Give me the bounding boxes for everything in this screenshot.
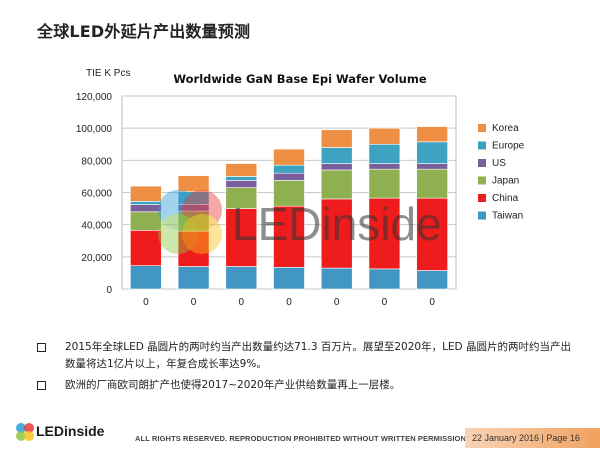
bar-segment-europe (273, 164, 305, 174)
bar-segment-korea (177, 175, 210, 192)
bar-segment-china (177, 230, 210, 267)
legend-swatch (478, 141, 486, 150)
bar-segment-japan (368, 168, 401, 199)
bar-segment-china (273, 205, 305, 268)
legend-swatch (478, 176, 486, 185)
slide-title: 全球LED外延片产出数量预测 (37, 22, 251, 41)
footer-date-bar (465, 428, 600, 448)
bar-segment-korea (273, 148, 305, 166)
y-tick-label: 120,000 (76, 92, 113, 103)
watermark-logo-circle (182, 190, 222, 230)
bar-segment-us (225, 180, 258, 188)
legend-swatch (478, 124, 486, 132)
bar-segment-korea (368, 127, 401, 145)
legend-label: Taiwan (492, 211, 523, 222)
bar-segment-taiwan (130, 265, 162, 290)
bar-segment-taiwan (225, 266, 258, 290)
legend-swatch (478, 211, 486, 220)
footer-date-page: 22 January 2016 | Page 16 (472, 433, 580, 443)
bar-segment-taiwan (273, 266, 305, 290)
bar-segment-taiwan (320, 267, 353, 290)
bar-segment-korea (225, 163, 258, 177)
watermark-logo-circle (158, 190, 198, 230)
bar-segment-us (273, 172, 305, 181)
watermark-logo-circle (182, 214, 222, 254)
bullet-text: 2015年全球LED 晶圆片的两吋约当产出数量约达71.3 百万片。展望至202… (65, 341, 571, 370)
bar-segment-japan (273, 180, 305, 207)
chart-title: Worldwide GaN Base Epi Wafer Volume (173, 72, 427, 86)
watermark-logo-circle (158, 214, 198, 254)
x-tick-label: 0 (334, 297, 340, 308)
x-tick-label: 0 (286, 297, 292, 308)
y-axis-unit-label: TIE K Pcs (86, 68, 131, 79)
legend-swatch (478, 194, 486, 202)
bar-segment-us (130, 204, 162, 213)
bar-segment-japan (130, 211, 162, 231)
stacked-bar-chart: 0 20,000 40,000 60,000 80,000 100,000 120,000 0… (76, 92, 525, 308)
bar-segment-china (130, 229, 162, 266)
footer-rights-text: ALL RIGHTS RESERVED. REPRODUCTION PROHIB… (135, 434, 469, 443)
bar-segment-europe (225, 176, 258, 181)
bar-segment-korea (320, 129, 353, 148)
ledinside-logo-icon (16, 423, 34, 441)
x-tick-label: 0 (239, 297, 245, 308)
y-tick-label: 60,000 (81, 189, 112, 200)
footer-logo-text: LEDinside (36, 423, 105, 439)
bullet-item: 欧洲的厂商欧司朗扩产也使得2017~2020年产业供给数量再上一层楼。 (37, 377, 577, 394)
bar-segment-china (368, 197, 401, 270)
ledinside-watermark: LEDinside (158, 190, 442, 254)
y-tick-label: 0 (106, 285, 112, 296)
bar-segment-taiwan (368, 268, 401, 290)
y-tick-label: 80,000 (81, 156, 112, 167)
bar-segment-japan (320, 169, 353, 200)
legend-label: US (492, 158, 506, 169)
bullet-square-icon (37, 381, 46, 390)
x-tick-label: 0 (191, 297, 197, 308)
legend-label: Korea (492, 123, 519, 134)
bar-segment-korea (416, 126, 448, 143)
legend-swatch (478, 159, 486, 167)
watermark-text: LEDinside (232, 198, 442, 250)
bar-segment-japan (416, 168, 448, 199)
bar-segment-taiwan (416, 270, 448, 290)
bullet-item: 2015年全球LED 晶圆片的两吋约当产出数量约达71.3 百万片。展望至202… (37, 339, 577, 373)
legend-label: Japan (492, 176, 519, 187)
bar-segment-china (416, 197, 448, 271)
bar-segment-us (320, 163, 353, 171)
y-tick-label: 40,000 (81, 221, 112, 232)
x-tick-label: 0 (143, 297, 149, 308)
bar-segment-us (416, 163, 448, 170)
x-tick-label: 0 (382, 297, 388, 308)
bar-segment-korea (130, 185, 162, 202)
bullet-list: 2015年全球LED 晶圆片的两吋约当产出数量约达71.3 百万片。展望至202… (37, 339, 577, 394)
x-tick-label: 0 (429, 297, 435, 308)
y-tick-label: 20,000 (81, 253, 112, 264)
bullet-text: 欧洲的厂商欧司朗扩产也使得2017~2020年产业供给数量再上一层楼。 (65, 379, 401, 391)
bar-segment-europe (130, 201, 162, 205)
legend-label: China (492, 193, 519, 204)
bullet-square-icon (37, 343, 46, 352)
bar-segment-china (225, 208, 258, 267)
bar-segment-europe (368, 143, 401, 164)
y-tick-label: 100,000 (76, 124, 113, 135)
bar-segment-europe (416, 141, 448, 164)
bar-segment-europe (320, 147, 353, 164)
bar-segment-taiwan (177, 266, 210, 290)
legend-label: Europe (492, 141, 525, 152)
bar-segment-us (368, 163, 401, 170)
